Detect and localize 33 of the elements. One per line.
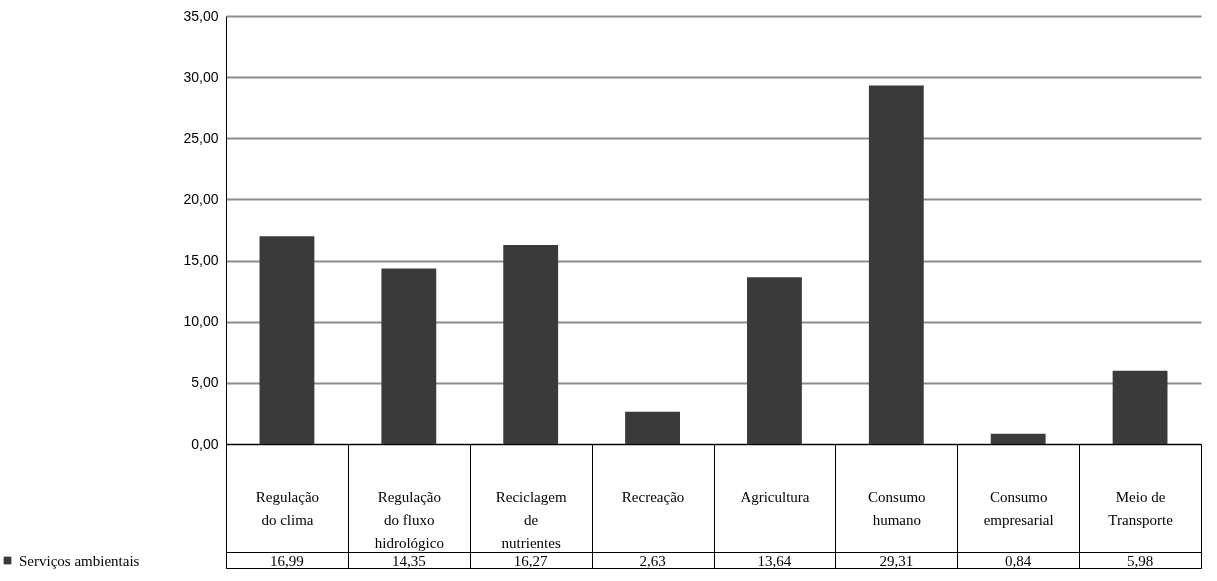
data-label: 13,64: [757, 553, 792, 569]
y-tick-label: 10,00: [183, 313, 219, 330]
y-tick-label: 15,00: [183, 252, 219, 269]
y-tick-label: 5,00: [191, 374, 219, 391]
bar: [868, 85, 924, 444]
x-tick-label: Consumo humano: [868, 488, 926, 528]
bar: [1112, 370, 1168, 444]
x-tick-label: Meio de Transporte: [1108, 488, 1174, 528]
data-label: 2,63: [639, 553, 666, 569]
data-label: 16,99: [270, 553, 304, 569]
x-tick-label: Recreação: [621, 488, 685, 505]
y-tick-label: 30,00: [183, 68, 219, 85]
x-tick-label: Agricultura: [740, 488, 810, 505]
data-label: 16,27: [513, 553, 549, 569]
legend-label: Serviços ambientais: [19, 552, 140, 569]
y-tick-label: 25,00: [183, 129, 219, 146]
y-tick-label: 0,00: [191, 435, 219, 452]
bar: [625, 411, 680, 444]
data-label: 29,31: [879, 553, 914, 569]
bar: [503, 245, 559, 444]
bar: [990, 433, 1046, 444]
bar: [381, 268, 437, 444]
bar: [747, 277, 802, 444]
x-tick-label: Consumo empresarial: [983, 488, 1054, 528]
data-label: 5,98: [1126, 553, 1154, 569]
bar: [259, 236, 315, 444]
x-tick-label: Regulação do fluxo hidrológico: [374, 488, 444, 551]
y-tick-label: 20,00: [183, 190, 219, 207]
x-tick-label: Reciclagem de nutrientes: [495, 488, 567, 551]
data-label: 14,35: [391, 553, 426, 569]
x-tick-label: Regulação do clima: [255, 488, 320, 528]
y-tick-label: 35,00: [183, 7, 219, 24]
data-label: 0,84: [1005, 553, 1032, 569]
